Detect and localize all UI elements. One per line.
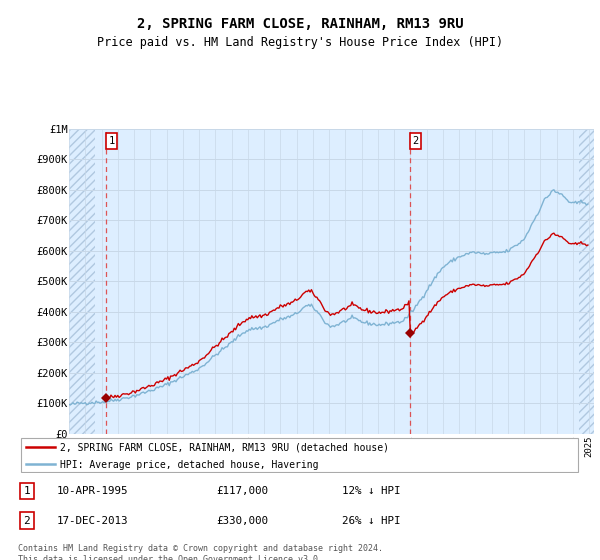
Text: 10-APR-1995: 10-APR-1995 [57,486,128,496]
Text: £117,000: £117,000 [216,486,268,496]
Text: 26% ↓ HPI: 26% ↓ HPI [342,516,401,526]
Text: 2: 2 [23,516,31,526]
Text: Contains HM Land Registry data © Crown copyright and database right 2024.
This d: Contains HM Land Registry data © Crown c… [18,544,383,560]
Text: 1: 1 [109,136,115,146]
Text: 2, SPRING FARM CLOSE, RAINHAM, RM13 9RU: 2, SPRING FARM CLOSE, RAINHAM, RM13 9RU [137,17,463,31]
Text: 12% ↓ HPI: 12% ↓ HPI [342,486,401,496]
Text: 2: 2 [412,136,419,146]
Text: 17-DEC-2013: 17-DEC-2013 [57,516,128,526]
Text: £330,000: £330,000 [216,516,268,526]
Text: HPI: Average price, detached house, Havering: HPI: Average price, detached house, Have… [60,460,319,470]
Text: 1: 1 [23,486,31,496]
Text: 2, SPRING FARM CLOSE, RAINHAM, RM13 9RU (detached house): 2, SPRING FARM CLOSE, RAINHAM, RM13 9RU … [60,442,389,452]
Text: Price paid vs. HM Land Registry's House Price Index (HPI): Price paid vs. HM Land Registry's House … [97,36,503,49]
FancyBboxPatch shape [21,438,578,472]
